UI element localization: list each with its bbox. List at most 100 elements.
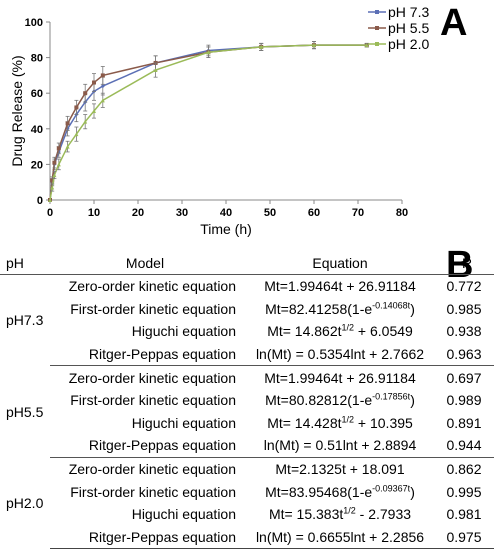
equation-cell: Mt=80.82812(1-e-0.17856t) bbox=[240, 389, 440, 412]
data-point bbox=[100, 98, 105, 103]
panel-label-a: A bbox=[440, 2, 468, 44]
y-tick-label: 40 bbox=[31, 124, 43, 136]
equation-superscript: -0.09367t bbox=[372, 482, 411, 493]
x-tick-label: 80 bbox=[396, 207, 408, 219]
table-row: Ritger-Peppas equation ln(Mt) = 0.51lnt +… bbox=[0, 434, 494, 458]
release-chart-svg: 0 20 40 60 80 100 0 10 20 30 40 50 60 70 80 Time (h) Dru… bbox=[9, 4, 429, 237]
x-axis-label: Time (h) bbox=[200, 221, 252, 237]
r-value: 0.995 bbox=[446, 483, 482, 500]
series-line bbox=[49, 44, 367, 201]
table-row: Higuchi equation Mt= 14.862t1/2 + 6.0549 0… bbox=[0, 320, 494, 343]
model-name: Ritger-Peppas equation bbox=[50, 342, 240, 367]
data-point bbox=[56, 162, 61, 167]
r-value: 0.772 bbox=[446, 278, 482, 295]
data-point bbox=[312, 43, 316, 48]
y-tick-label: 80 bbox=[31, 53, 43, 65]
x-tick-label: 0 bbox=[47, 207, 53, 219]
legend-marker bbox=[375, 10, 379, 14]
ph-group-label: pH7.3 bbox=[6, 312, 44, 329]
equation-cell: ln(Mt) = 0.51lnt + 2.8894 bbox=[240, 434, 440, 458]
model-name: Higuchi equation bbox=[131, 506, 236, 523]
data-point bbox=[52, 173, 57, 178]
model-name: Higuchi equation bbox=[131, 323, 236, 340]
equation-main: Mt= 15.383t bbox=[268, 506, 344, 523]
model-name: Zero-order kinetic equation bbox=[68, 369, 236, 386]
table-row: First-order kinetic equation Mt=80.82812(… bbox=[0, 389, 494, 412]
equation-tail: ) bbox=[410, 300, 415, 317]
equation-main: ln(Mt) = 0.51lnt + 2.8894 bbox=[263, 437, 417, 454]
r-value: 0.963 bbox=[440, 342, 494, 367]
equation-main: Mt=83.95468(1-e bbox=[265, 483, 373, 500]
ph-group-label: pH5.5 bbox=[6, 403, 44, 420]
equation-main: Mt=1.99464t + 26.91184 bbox=[264, 278, 416, 295]
r-value: 0.989 bbox=[446, 392, 482, 409]
model-name: First-order kinetic equation bbox=[70, 300, 236, 317]
equation-main: ln(Mt) = 0.5354lnt + 2.7662 bbox=[255, 346, 425, 363]
data-point bbox=[74, 132, 79, 137]
r-value: 0.944 bbox=[440, 434, 494, 458]
legend-marker bbox=[375, 26, 379, 30]
model-name: Zero-order kinetic equation bbox=[68, 461, 236, 478]
equation-superscript: 1/2 bbox=[343, 505, 356, 516]
equation-main: Mt=2.1325t + 18.091 bbox=[275, 461, 405, 478]
data-point bbox=[74, 105, 79, 110]
data-point bbox=[65, 121, 70, 126]
equation-tail: + 10.395 bbox=[354, 414, 413, 431]
table-row: pH5.5 Zero-order kinetic equation Mt=1.994… bbox=[0, 366, 494, 420]
data-point bbox=[83, 119, 88, 124]
equation-cell: Mt=1.99464t + 26.91184 bbox=[240, 366, 440, 389]
equation-main: ln(Mt) = 0.6655lnt + 2.2856 bbox=[255, 528, 425, 545]
equation-main: Mt=1.99464t + 26.91184 bbox=[264, 369, 416, 386]
y-tick-label: 100 bbox=[25, 17, 43, 29]
series-line bbox=[49, 44, 367, 201]
model-name: First-order kinetic equation bbox=[70, 483, 236, 500]
x-tick-label: 10 bbox=[88, 207, 100, 219]
data-point bbox=[259, 44, 264, 49]
kinetic-models-table: pH Model Equation R pH7.3 Zero-order kine… bbox=[0, 252, 494, 550]
legend-label: pH 7.3 bbox=[388, 4, 429, 20]
equation-cell: Mt=2.1325t + 18.091 bbox=[240, 457, 440, 480]
model-name: Zero-order kinetic equation bbox=[68, 278, 236, 295]
table-row: First-order kinetic equation Mt=82.41258(… bbox=[0, 298, 494, 321]
equation-cell: Mt= 14.862t1/2 + 6.0549 bbox=[240, 320, 440, 343]
data-point bbox=[206, 50, 211, 55]
data-point bbox=[92, 80, 96, 85]
equation-cell: Mt= 15.383t1/2 - 2.7933 bbox=[240, 503, 440, 526]
r-value: 0.981 bbox=[446, 506, 482, 523]
data-point bbox=[52, 160, 57, 165]
table-row: Ritger-Peppas equation ln(Mt) = 0.6655lnt… bbox=[0, 525, 494, 550]
x-tick-label: 50 bbox=[264, 207, 276, 219]
equation-tail: ) bbox=[410, 392, 415, 409]
equation-cell: ln(Mt) = 0.6655lnt + 2.2856 bbox=[240, 525, 440, 550]
model-name: Higuchi equation bbox=[131, 414, 236, 431]
r-value: 0.985 bbox=[446, 300, 482, 317]
data-point bbox=[56, 146, 61, 151]
table-header-row: pH Model Equation R bbox=[0, 252, 494, 275]
table-row: Higuchi equation Mt= 14.428t1/2 + 10.395 0… bbox=[0, 412, 494, 435]
legend-marker bbox=[375, 42, 379, 46]
r-value: 0.862 bbox=[446, 461, 482, 478]
equation-main: Mt=82.41258(1-e bbox=[265, 300, 373, 317]
x-tick-label: 20 bbox=[132, 207, 144, 219]
table-row: pH7.3 Zero-order kinetic equation Mt=1.994… bbox=[0, 275, 494, 328]
data-point bbox=[83, 91, 88, 96]
series-line bbox=[49, 44, 367, 201]
data-point bbox=[100, 84, 105, 89]
equation-cell: ln(Mt) = 0.5354lnt + 2.7662 bbox=[240, 342, 440, 367]
x-tick-label: 60 bbox=[308, 207, 320, 219]
legend-label: pH 5.5 bbox=[388, 20, 429, 36]
y-axis-label: Drug Release (%) bbox=[9, 55, 25, 166]
model-name: First-order kinetic equation bbox=[70, 392, 236, 409]
equation-superscript: 1/2 bbox=[341, 322, 355, 333]
table-body: pH7.3 Zero-order kinetic equation Mt=1.994… bbox=[0, 275, 494, 550]
table-row: Higuchi equation Mt= 15.383t1/2 - 2.7933 0… bbox=[0, 503, 494, 526]
equation-cell: Mt= 14.428t1/2 + 10.395 bbox=[240, 412, 440, 435]
r-value: 0.975 bbox=[440, 525, 494, 550]
equation-superscript: -0.17856t bbox=[372, 391, 411, 402]
equation-tail: - 2.7933 bbox=[355, 506, 412, 523]
equation-main: Mt=80.82812(1-e bbox=[265, 392, 373, 409]
header-r: R bbox=[440, 252, 494, 275]
data-point bbox=[65, 144, 70, 149]
header-ph: pH bbox=[0, 252, 50, 275]
x-tick-label: 30 bbox=[176, 207, 188, 219]
